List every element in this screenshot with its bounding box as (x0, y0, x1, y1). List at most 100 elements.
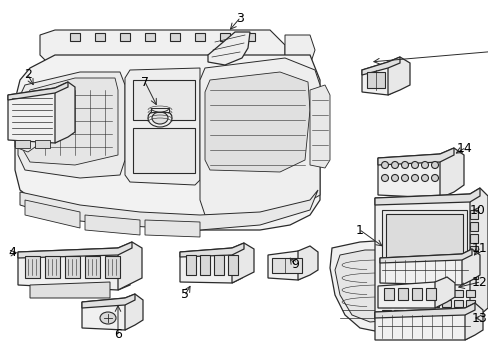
Bar (441, 300, 450, 307)
Polygon shape (379, 249, 471, 263)
Polygon shape (374, 188, 479, 205)
Bar (366, 72, 384, 88)
Polygon shape (15, 55, 319, 230)
Bar (469, 246, 477, 255)
Polygon shape (334, 250, 421, 322)
Bar (453, 300, 462, 307)
Polygon shape (377, 154, 451, 198)
Ellipse shape (381, 175, 387, 181)
Bar (465, 310, 474, 317)
Text: 13: 13 (471, 311, 487, 324)
Text: 12: 12 (471, 275, 487, 288)
Polygon shape (379, 254, 469, 285)
Bar (381, 310, 390, 317)
Bar (429, 290, 438, 297)
Ellipse shape (430, 175, 438, 181)
Polygon shape (204, 72, 309, 172)
Polygon shape (200, 58, 319, 215)
Bar (214, 255, 224, 275)
Bar (411, 288, 421, 300)
Bar (397, 288, 407, 300)
Bar (133, 80, 195, 120)
Ellipse shape (421, 175, 427, 181)
Bar (244, 33, 254, 41)
Bar (417, 290, 426, 297)
Bar (25, 256, 40, 278)
Polygon shape (434, 277, 454, 308)
Bar (227, 255, 238, 275)
Text: 6: 6 (114, 328, 122, 342)
Polygon shape (82, 294, 135, 308)
Polygon shape (8, 82, 68, 100)
Polygon shape (82, 298, 133, 330)
Bar (105, 256, 120, 278)
Bar (145, 33, 155, 41)
Polygon shape (15, 140, 30, 148)
Bar (65, 256, 80, 278)
Polygon shape (461, 249, 479, 285)
Bar (469, 234, 477, 243)
Polygon shape (15, 100, 38, 152)
Polygon shape (309, 85, 329, 168)
Bar (393, 300, 402, 307)
Bar (465, 290, 474, 297)
Polygon shape (25, 200, 80, 228)
Ellipse shape (401, 162, 407, 168)
Bar (381, 290, 390, 297)
Bar (200, 255, 209, 275)
Bar (383, 288, 393, 300)
Ellipse shape (148, 109, 172, 127)
Bar (441, 290, 450, 297)
Bar (385, 214, 462, 278)
Polygon shape (231, 243, 253, 283)
Text: 3: 3 (236, 12, 244, 24)
Polygon shape (145, 220, 200, 237)
Polygon shape (40, 30, 285, 70)
Polygon shape (297, 246, 317, 280)
Polygon shape (361, 62, 397, 95)
Polygon shape (85, 215, 140, 235)
Polygon shape (180, 243, 244, 257)
Bar (45, 256, 60, 278)
Bar (417, 310, 426, 317)
Bar (453, 290, 462, 297)
Ellipse shape (152, 112, 168, 124)
Polygon shape (267, 251, 307, 280)
Polygon shape (125, 294, 142, 330)
Bar (393, 290, 402, 297)
Polygon shape (374, 308, 473, 340)
Polygon shape (8, 88, 62, 143)
Polygon shape (374, 194, 477, 320)
Polygon shape (469, 188, 487, 320)
Text: 7: 7 (141, 76, 149, 89)
Bar (469, 210, 477, 219)
Bar (405, 310, 414, 317)
Bar (469, 270, 477, 279)
Bar (170, 33, 180, 41)
Text: 2: 2 (24, 68, 32, 81)
Polygon shape (387, 57, 409, 95)
Polygon shape (55, 82, 75, 143)
Bar (85, 256, 100, 278)
Text: 11: 11 (471, 242, 487, 255)
Ellipse shape (411, 175, 418, 181)
Bar (381, 300, 390, 307)
Text: 4: 4 (8, 247, 16, 260)
Polygon shape (18, 242, 132, 258)
Ellipse shape (401, 175, 407, 181)
Bar (405, 290, 414, 297)
Polygon shape (361, 57, 399, 75)
Polygon shape (20, 190, 317, 230)
Polygon shape (285, 35, 314, 65)
Bar (441, 310, 450, 317)
Bar (417, 300, 426, 307)
Ellipse shape (391, 175, 398, 181)
Bar (429, 300, 438, 307)
Polygon shape (35, 140, 50, 148)
Polygon shape (30, 282, 110, 298)
Bar (429, 310, 438, 317)
Bar (453, 310, 462, 317)
Polygon shape (464, 303, 482, 340)
Polygon shape (125, 68, 200, 185)
Polygon shape (18, 72, 125, 178)
